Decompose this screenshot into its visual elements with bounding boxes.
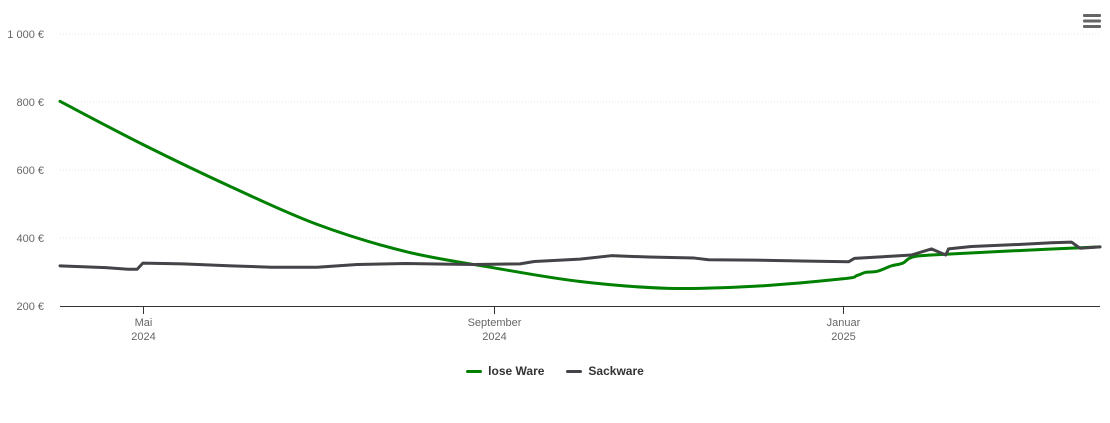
y-axis-labels: 200 € 400 € 600 € 800 € 1 000 € [7,29,44,313]
legend-label-lose-ware: lose Ware [488,364,545,378]
x-tick-year-label: 2024 [131,331,155,343]
series-line-lose-ware[interactable] [58,99,1102,291]
hamburger-menu-icon [1083,14,1101,28]
legend-item-lose-ware[interactable]: lose Ware [466,364,544,378]
x-tick-label: Mai [135,317,153,329]
x-tick-year-label: 2025 [831,331,855,343]
x-tick-label: Januar [827,317,861,329]
legend-label-sackware: Sackware [588,364,644,378]
grid-lines [60,33,1100,239]
y-tick-label: 1 000 € [7,29,44,41]
y-tick-label: 200 € [16,301,44,313]
x-tick-year-label: 2024 [482,331,506,343]
legend-swatch-lose-ware [466,369,483,373]
series-lines[interactable] [58,99,1102,291]
y-tick-label: 400 € [16,233,44,245]
legend-item-sackware[interactable]: Sackware [566,364,644,378]
x-tick-label: September [468,317,522,329]
x-axis: Mai 2024 September 2024 Januar 2025 [60,306,1100,343]
chart-legend: lose Ware Sackware [0,364,1110,378]
series-line-sackware[interactable] [58,240,1102,271]
y-tick-label: 600 € [16,165,44,177]
y-tick-label: 800 € [16,97,44,109]
legend-swatch-sackware [566,369,583,373]
hamburger-menu-button[interactable] [1080,10,1104,32]
